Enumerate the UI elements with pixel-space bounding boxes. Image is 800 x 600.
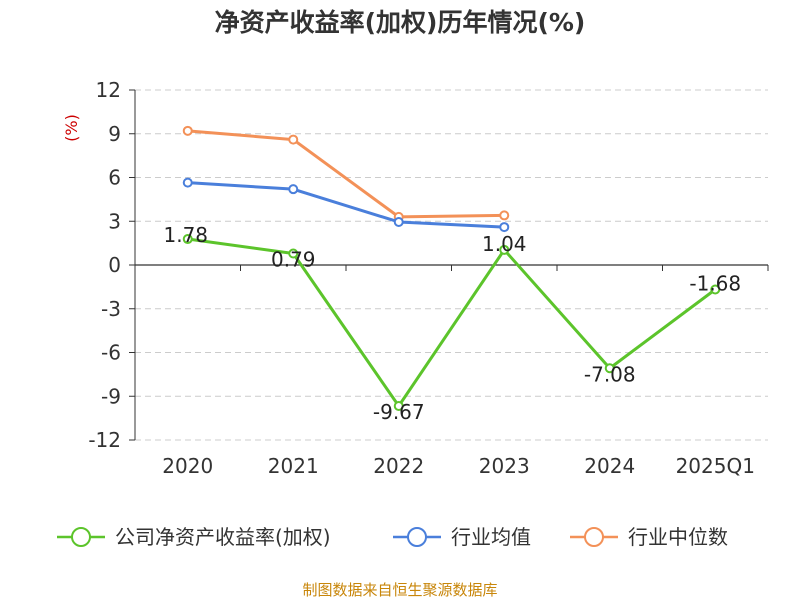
data-point	[393, 216, 404, 227]
data-label: 1.04	[482, 232, 527, 256]
data-point	[499, 222, 510, 233]
data-point	[393, 401, 404, 412]
legend-marker	[584, 527, 604, 547]
data-label: 1.78	[163, 223, 208, 247]
y-tick-label: 12	[96, 78, 121, 102]
legend-item-2[interactable]: 行业中位数	[570, 525, 728, 549]
data-point	[288, 248, 299, 259]
data-label: -7.08	[584, 362, 636, 386]
data-point	[288, 184, 299, 195]
legend-marker	[407, 527, 427, 547]
y-axis-unit: (%)	[62, 114, 81, 142]
data-point	[710, 284, 721, 295]
series-line	[187, 181, 505, 229]
axes: 12 9 6 3 0 -3 -6 -9 -12 2020 2021 2022 2023 2024 2025Q…	[88, 78, 769, 478]
series-1	[182, 177, 510, 233]
data-point	[604, 363, 615, 374]
x-tick-label: 2023	[479, 454, 530, 478]
data-label: -1.68	[689, 272, 741, 296]
series-line	[187, 237, 717, 408]
y-tick-label: -6	[101, 341, 121, 365]
x-tick-label: 2020	[162, 454, 213, 478]
legend-label: 行业中位数	[628, 525, 728, 549]
y-tick-label: -9	[101, 384, 121, 408]
data-point	[499, 210, 510, 221]
x-tick-label: 2021	[268, 454, 319, 478]
y-tick-label: -3	[101, 297, 121, 321]
data-point	[182, 177, 193, 188]
y-tick-label: 9	[108, 122, 121, 146]
y-tick-label: 6	[108, 166, 121, 190]
legend-item-1[interactable]: 行业均值	[393, 525, 531, 549]
x-tick-label: 2024	[584, 454, 635, 478]
chart-title: 净资产收益率(加权)历年情况(%)	[215, 8, 586, 37]
data-point	[499, 244, 510, 255]
data-point	[288, 134, 299, 145]
series-layer	[182, 125, 721, 412]
data-label: 0.79	[271, 247, 316, 271]
data-source-note: 制图数据来自恒生聚源数据库	[302, 581, 497, 599]
y-tick-label: 3	[108, 209, 121, 233]
y-tick-label: -12	[88, 428, 121, 452]
x-tick-label: 2025Q1	[676, 454, 755, 478]
x-tick-label: 2022	[373, 454, 424, 478]
legend: 公司净资产收益率(加权) 行业均值 行业中位数	[57, 525, 728, 549]
series-0	[182, 234, 721, 412]
y-tick-label: 0	[108, 253, 121, 277]
legend-marker	[71, 527, 91, 547]
data-labels: 1.78 0.79 -9.67 1.04 -7.08 -1.68	[163, 223, 741, 424]
data-point	[182, 125, 193, 136]
legend-label: 公司净资产收益率(加权)	[115, 525, 331, 549]
data-label: -9.67	[373, 400, 425, 424]
legend-item-0[interactable]: 公司净资产收益率(加权)	[57, 525, 331, 549]
legend-label: 行业均值	[451, 525, 531, 549]
series-line	[187, 129, 505, 219]
data-point	[182, 234, 193, 245]
